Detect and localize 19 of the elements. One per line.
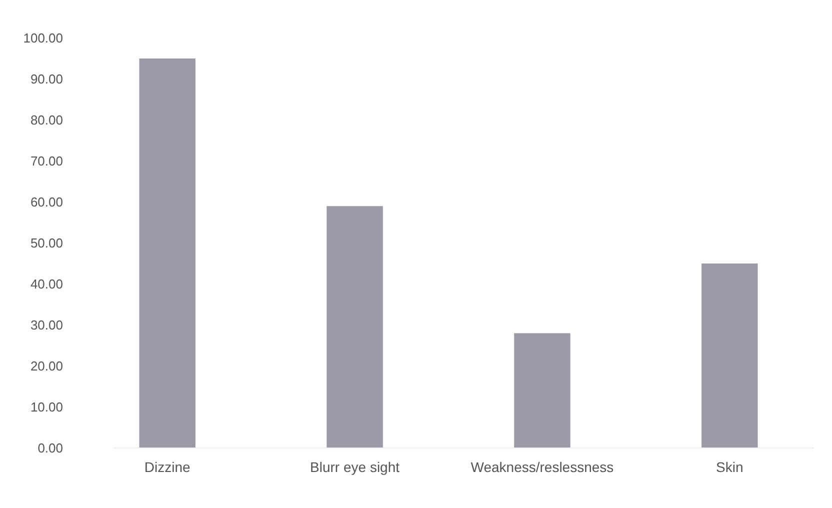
bar (326, 206, 383, 448)
x-tick-label: Dizzine (144, 459, 191, 475)
y-tick-label: 10.00 (30, 400, 63, 415)
bar (139, 58, 196, 448)
y-tick-label: 80.00 (30, 112, 63, 128)
x-tick-label: Weakness/reslessness (470, 459, 614, 475)
y-tick-label: 30.00 (30, 318, 63, 333)
y-tick-label: 40.00 (30, 276, 63, 292)
y-tick-label: 0.00 (38, 440, 63, 456)
bar (514, 333, 570, 448)
x-tick-label: Skin (716, 459, 744, 475)
y-tick-label: 100.00 (23, 30, 63, 46)
y-tick-label: 60.00 (30, 194, 63, 210)
y-tick-label: 90.00 (30, 72, 63, 87)
x-tick-label: Blurr eye sight (310, 459, 400, 475)
y-tick-label: 50.00 (30, 236, 63, 251)
y-tick-label: 70.00 (30, 154, 63, 169)
bar (702, 264, 758, 448)
y-tick-label: 20.00 (30, 358, 63, 374)
